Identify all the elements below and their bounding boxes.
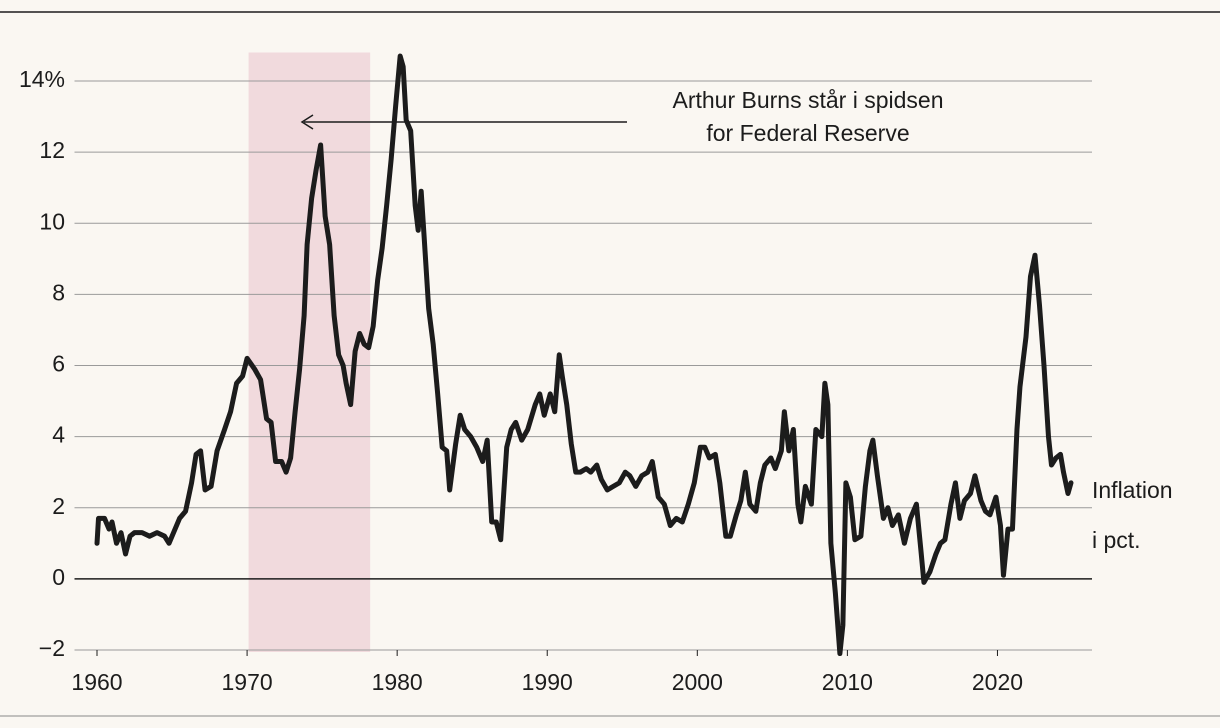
y-tick-label: 4 bbox=[52, 422, 65, 448]
x-tick-label: 2020 bbox=[972, 669, 1023, 695]
data-layer bbox=[94, 53, 1074, 657]
arrow-head bbox=[300, 114, 314, 130]
series-label: i pct. bbox=[1092, 527, 1141, 553]
x-tick-label: 1990 bbox=[522, 669, 573, 695]
x-tick-label: 1980 bbox=[372, 669, 423, 695]
y-tick-label: 6 bbox=[52, 351, 65, 377]
x-tick-label: 2000 bbox=[672, 669, 723, 695]
line-series bbox=[94, 53, 1074, 657]
y-tick-label: 8 bbox=[52, 279, 65, 305]
y-tick-label: −2 bbox=[39, 635, 65, 661]
annotation: for Federal Reserve bbox=[706, 120, 909, 146]
annotation: Arthur Burns står i spidsen bbox=[672, 87, 943, 113]
highlight-band bbox=[248, 52, 371, 652]
y-tick-label: 14% bbox=[19, 66, 65, 92]
y-tick-label: 0 bbox=[52, 564, 65, 590]
grid-layer: −2 0 2 4 6 8 10 12 14% 1960 1970 1980 1990 2000 2010 20… bbox=[19, 66, 1092, 695]
y-tick-label: 2 bbox=[52, 493, 65, 519]
x-tick-label: 1970 bbox=[221, 669, 272, 695]
shade-layer bbox=[248, 52, 371, 652]
x-tick-label: 1960 bbox=[71, 669, 122, 695]
x-tick-label: 2010 bbox=[822, 669, 873, 695]
y-tick-label: 12 bbox=[39, 137, 65, 163]
series-label: Inflation bbox=[1092, 477, 1173, 503]
y-tick-label: 10 bbox=[39, 208, 65, 234]
